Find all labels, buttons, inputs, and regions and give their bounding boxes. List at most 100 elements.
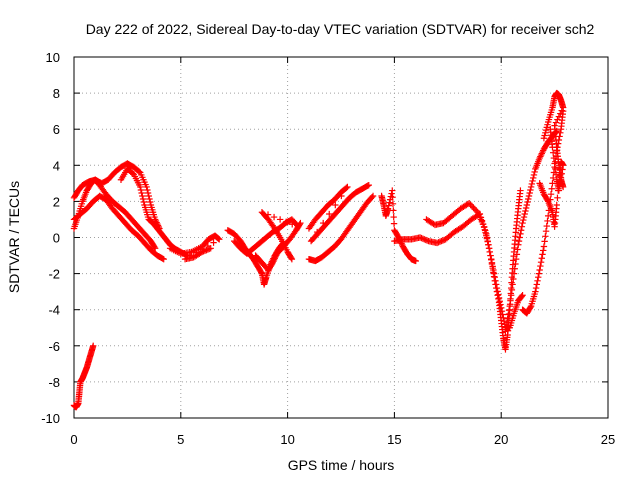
series-arc-p (519, 107, 567, 317)
data-point (557, 110, 564, 117)
data-point (471, 206, 479, 213)
x-tick-label-1: 5 (177, 432, 184, 447)
data-point (343, 184, 350, 192)
data-point (549, 174, 557, 182)
x-tick-label-0: 0 (70, 432, 77, 447)
data-point (533, 281, 540, 288)
data-point (214, 234, 222, 242)
series-arc-l (391, 210, 484, 247)
data-point (537, 151, 545, 159)
data-point (495, 295, 502, 303)
data-point (490, 269, 497, 276)
data-point (538, 150, 545, 157)
data-point (505, 311, 512, 318)
data-point (504, 315, 511, 322)
data-point (525, 195, 532, 203)
x-axis-label: GPS time / hours (288, 457, 395, 473)
data-point (160, 255, 167, 263)
data-point (138, 189, 145, 197)
data-point (269, 259, 276, 266)
data-point (515, 241, 522, 248)
y-tick-label-1: 8 (53, 86, 60, 101)
data-point (276, 216, 284, 223)
data-point (517, 227, 525, 234)
data-point (423, 237, 431, 244)
data-point (516, 234, 523, 241)
data-point (551, 160, 558, 167)
data-point (137, 183, 144, 191)
data-point (527, 183, 535, 191)
data-point (537, 262, 544, 270)
y-tick-label-4: 2 (53, 194, 60, 209)
data-point (517, 187, 524, 194)
data-point (151, 243, 158, 251)
data-point (390, 213, 397, 221)
data-point (215, 235, 222, 242)
data-point (258, 269, 265, 276)
data-point (289, 221, 296, 228)
data-point (485, 241, 492, 248)
data-point (146, 195, 153, 203)
data-point (544, 212, 552, 220)
data-point (418, 234, 425, 242)
data-point (288, 255, 296, 263)
data-point (515, 237, 523, 245)
data-point (419, 235, 427, 242)
data-point (435, 239, 442, 246)
data-point (493, 288, 501, 295)
data-point (518, 223, 526, 230)
data-point (389, 187, 396, 194)
data-point (536, 154, 543, 162)
data-point (521, 210, 528, 218)
data-point (204, 246, 212, 253)
data-point (139, 195, 147, 203)
series-arc-d (117, 165, 191, 259)
data-point (532, 284, 540, 292)
data-point (535, 270, 543, 277)
y-tick-label-5: 0 (53, 231, 60, 246)
data-point (210, 239, 217, 246)
y-tick-label-3: 4 (53, 158, 60, 173)
data-point (559, 162, 567, 169)
data-point (389, 200, 397, 208)
data-point (270, 223, 277, 231)
data-point (550, 154, 558, 162)
data-point (390, 220, 398, 227)
data-point (548, 185, 555, 192)
data-point (151, 216, 159, 223)
data-point (525, 192, 533, 200)
y-tick-label-0: 10 (46, 50, 60, 65)
data-point (137, 186, 145, 194)
data-point (483, 234, 491, 241)
data-point (540, 247, 547, 254)
data-point (203, 246, 210, 254)
data-point (365, 181, 372, 189)
y-tick-label-7: -4 (48, 303, 60, 318)
data-point (522, 207, 529, 215)
data-point (537, 153, 544, 160)
data-point (297, 219, 304, 227)
data-point (529, 177, 536, 185)
data-point (483, 230, 490, 238)
data-point (553, 201, 560, 209)
data-point (326, 210, 333, 218)
data-point (476, 210, 484, 218)
data-point (287, 254, 295, 262)
data-point (201, 247, 209, 254)
data-point (484, 237, 491, 245)
data-point (552, 119, 560, 126)
data-point (531, 168, 538, 176)
x-tick-label-2: 10 (280, 432, 294, 447)
data-point (197, 249, 204, 257)
data-point (555, 113, 563, 120)
data-point (200, 248, 207, 255)
data-point (511, 265, 518, 272)
data-point (491, 277, 498, 285)
series-arc-e (166, 232, 223, 263)
data-point (159, 255, 166, 262)
data-point (270, 256, 278, 263)
data-point (541, 238, 548, 245)
data-point (216, 236, 223, 243)
data-point (368, 193, 376, 201)
